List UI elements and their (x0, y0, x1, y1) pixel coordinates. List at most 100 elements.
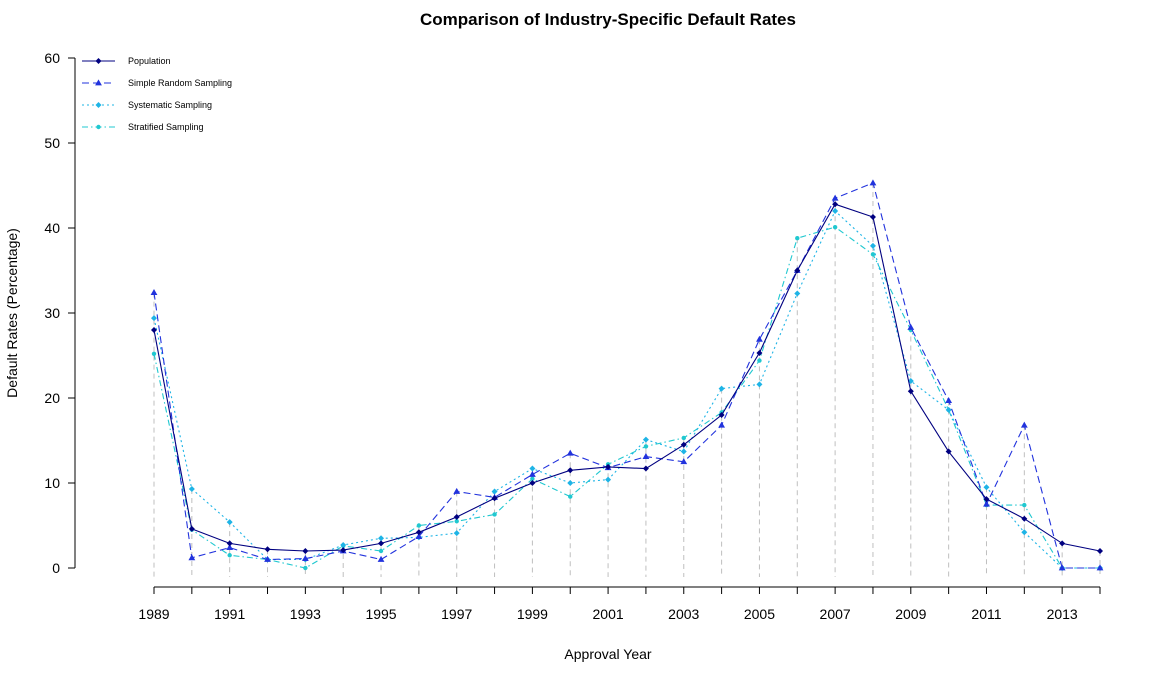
data-point (1059, 540, 1066, 547)
data-point (832, 201, 839, 208)
data-point (1020, 421, 1028, 428)
legend-label: Population (128, 56, 171, 66)
data-point (907, 388, 914, 395)
x-tick-label: 2003 (668, 606, 699, 622)
data-point (150, 289, 158, 295)
x-axis-label: Approval Year (564, 646, 652, 662)
legend-label: Systematic Sampling (128, 100, 212, 110)
data-point (832, 224, 838, 230)
data-point (529, 465, 536, 472)
data-point (567, 467, 574, 474)
y-tick-label: 50 (44, 135, 60, 151)
drop-lines (153, 182, 1101, 577)
y-tick-label: 20 (44, 390, 60, 406)
legend-marker (95, 58, 102, 64)
x-tick-label: 1991 (214, 606, 245, 622)
data-point (642, 465, 649, 472)
data-point (680, 441, 687, 448)
data-point (416, 523, 422, 528)
data-point (226, 544, 234, 550)
y-tick-label: 10 (44, 475, 60, 491)
data-point (264, 546, 271, 553)
data-point (794, 267, 801, 274)
data-point (718, 421, 725, 428)
data-point (681, 435, 686, 441)
chart-title: Comparison of Industry-Specific Default … (420, 10, 796, 29)
legend-marker (95, 79, 102, 86)
legend-item: Systematic Sampling (82, 100, 212, 110)
data-point (718, 385, 725, 392)
data-point (188, 554, 196, 561)
data-point (302, 548, 309, 554)
data-point (757, 358, 762, 363)
y-tick-label: 60 (44, 50, 60, 66)
data-point (1021, 529, 1028, 536)
data-point (491, 495, 498, 502)
data-point (1097, 548, 1103, 554)
series-line (153, 226, 1100, 569)
data-point (680, 458, 688, 465)
y-tick-label: 0 (52, 560, 60, 576)
data-point (340, 547, 347, 554)
data-point (1058, 564, 1066, 571)
data-point (301, 555, 309, 562)
data-point (453, 530, 460, 537)
data-point (945, 406, 952, 413)
y-axis-label: Default Rates (Percentage) (4, 228, 20, 398)
data-point (377, 555, 385, 562)
data-point (188, 485, 195, 492)
data-point (983, 500, 990, 507)
data-point (415, 532, 423, 539)
data-point (188, 525, 195, 532)
data-point (454, 519, 459, 524)
data-point (378, 540, 385, 547)
x-tick-label: 2011 (971, 606, 1001, 622)
series-systematic-sampling (151, 208, 1103, 571)
data-point (529, 470, 536, 477)
data-point (453, 514, 460, 520)
data-point (492, 512, 497, 517)
data-point (718, 412, 725, 418)
series-simple-random-sampling (150, 179, 1104, 571)
data-point (1021, 515, 1028, 522)
data-point (530, 476, 535, 481)
series-population (151, 201, 1103, 554)
data-point (378, 535, 385, 542)
data-point (642, 453, 650, 460)
data-point (605, 476, 612, 483)
data-point (529, 480, 536, 486)
data-point (870, 252, 876, 257)
data-point (983, 496, 990, 503)
data-point (983, 484, 990, 491)
legend-item: Population (82, 56, 171, 66)
data-point (453, 487, 461, 494)
data-point (151, 315, 157, 322)
data-point (227, 553, 232, 558)
data-point (869, 179, 877, 186)
data-point (1096, 564, 1104, 571)
x-tick-label: 1993 (290, 606, 321, 622)
series-layer (150, 179, 1104, 571)
x-tick-label: 1997 (441, 606, 472, 622)
series-stratified-sampling (151, 224, 1103, 571)
data-point (605, 463, 612, 470)
series-line (153, 210, 1100, 569)
data-point (794, 290, 801, 297)
legend-label: Stratified Sampling (128, 122, 204, 132)
data-point (756, 349, 763, 356)
data-point (795, 236, 800, 241)
y-tick-label: 30 (44, 305, 60, 321)
x-tick-label: 2005 (744, 606, 775, 622)
data-point (869, 213, 876, 220)
data-point (340, 542, 347, 549)
legend-marker (96, 124, 101, 130)
data-point (945, 396, 953, 403)
data-point (303, 565, 308, 571)
data-point (756, 381, 763, 388)
legend-marker (95, 102, 102, 108)
data-point (491, 488, 498, 495)
series-line (153, 203, 1101, 552)
data-point (756, 335, 763, 342)
x-tick-label: 2001 (593, 606, 624, 622)
data-point (642, 436, 649, 443)
